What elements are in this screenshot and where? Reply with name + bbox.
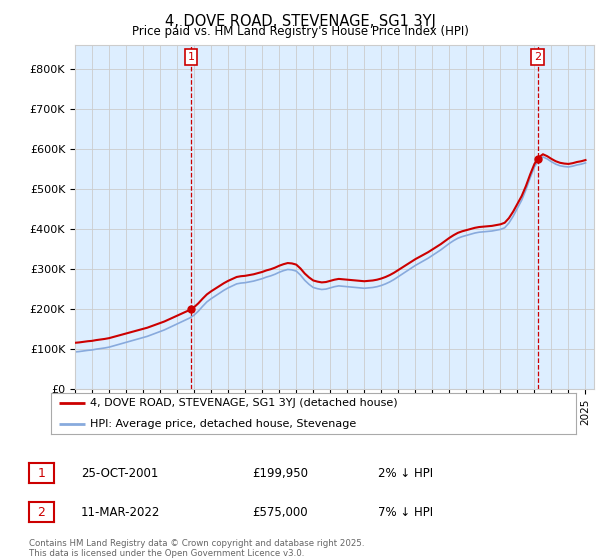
Text: 2: 2 xyxy=(534,52,541,62)
Text: 4, DOVE ROAD, STEVENAGE, SG1 3YJ: 4, DOVE ROAD, STEVENAGE, SG1 3YJ xyxy=(164,14,436,29)
Text: 7% ↓ HPI: 7% ↓ HPI xyxy=(378,506,433,519)
Text: HPI: Average price, detached house, Stevenage: HPI: Average price, detached house, Stev… xyxy=(91,419,356,429)
Text: 4, DOVE ROAD, STEVENAGE, SG1 3YJ (detached house): 4, DOVE ROAD, STEVENAGE, SG1 3YJ (detach… xyxy=(91,398,398,408)
Text: 2% ↓ HPI: 2% ↓ HPI xyxy=(378,466,433,480)
Text: 1: 1 xyxy=(188,52,194,62)
Text: £199,950: £199,950 xyxy=(252,466,308,480)
Text: 2: 2 xyxy=(37,506,46,519)
Text: Contains HM Land Registry data © Crown copyright and database right 2025.
This d: Contains HM Land Registry data © Crown c… xyxy=(29,539,364,558)
Text: 11-MAR-2022: 11-MAR-2022 xyxy=(81,506,160,519)
Text: 25-OCT-2001: 25-OCT-2001 xyxy=(81,466,158,480)
Text: £575,000: £575,000 xyxy=(252,506,308,519)
Text: Price paid vs. HM Land Registry's House Price Index (HPI): Price paid vs. HM Land Registry's House … xyxy=(131,25,469,38)
Text: 1: 1 xyxy=(37,466,46,480)
